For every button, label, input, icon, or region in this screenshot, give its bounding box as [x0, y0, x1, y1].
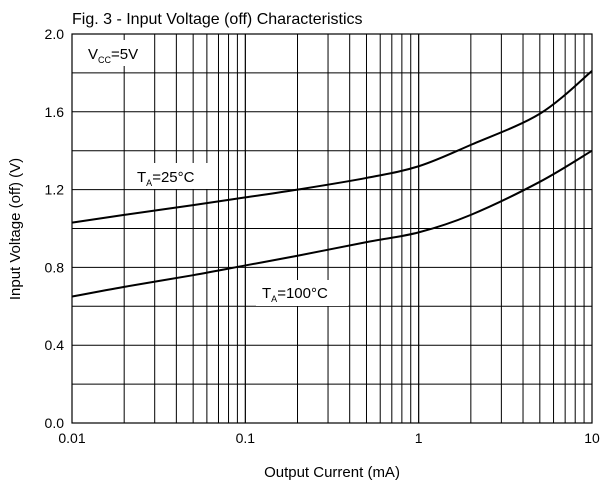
- series-line-1: [71, 149, 593, 298]
- x-tick-labels: 0.01 0.1 1 10: [58, 430, 600, 446]
- series-100-label-sub: A: [271, 294, 277, 304]
- series-25-label-bg: [132, 163, 212, 189]
- series-group: [71, 70, 593, 298]
- y-tick-label: 2.0: [45, 26, 65, 42]
- grid: [72, 34, 592, 423]
- plot-frame: [71, 33, 593, 424]
- y-tick-labels: 0.0 0.4 0.8 1.2 1.6 2.0: [45, 26, 65, 431]
- series-25-label-sub: A: [146, 178, 152, 188]
- chart-title: Fig. 3 - Input Voltage (off) Characteris…: [72, 11, 363, 28]
- series-100-label: TA=100°C: [262, 285, 328, 304]
- series-100-label-bg: [256, 280, 348, 306]
- condition-label-rest: =5V: [111, 46, 138, 63]
- x-tick-label: 1: [415, 430, 423, 446]
- condition-label-bg: [73, 40, 153, 66]
- x-tick-label: 0.1: [236, 430, 256, 446]
- x-axis-label: Output Current (mA): [264, 464, 400, 481]
- y-tick-label: 1.2: [45, 182, 65, 198]
- series-25-label: TA=25°C: [137, 169, 195, 188]
- x-tick-label: 0.01: [58, 430, 85, 446]
- x-tick-label: 10: [584, 430, 600, 446]
- y-tick-label: 0.4: [45, 337, 65, 353]
- series-100-label-main: T: [262, 285, 271, 302]
- series-line-0: [71, 70, 593, 224]
- y-tick-label: 0.8: [45, 259, 65, 275]
- y-tick-label: 1.6: [45, 104, 65, 120]
- y-axis-label: Input Voltage (off) (V): [7, 158, 24, 300]
- series-25-label-main: T: [137, 169, 146, 186]
- condition-label: VCC=5V: [88, 46, 138, 65]
- condition-label-sub: CC: [98, 55, 111, 65]
- y-tick-label: 0.0: [45, 415, 65, 431]
- series-100-label-rest: =100°C: [277, 285, 328, 302]
- condition-label-main: V: [88, 46, 98, 63]
- series-25-label-rest: =25°C: [152, 169, 194, 186]
